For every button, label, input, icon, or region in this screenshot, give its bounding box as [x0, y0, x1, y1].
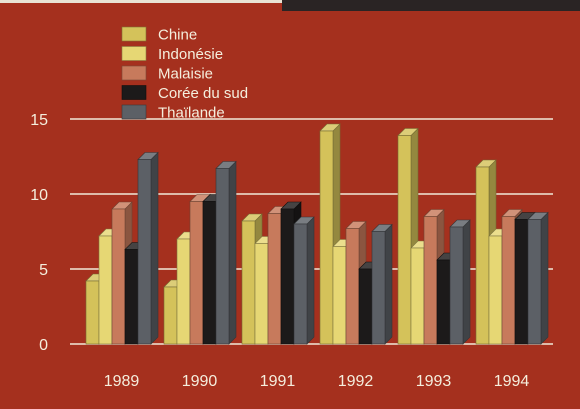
top-right-dark-band — [282, 0, 580, 11]
y-axis-ticks: 0 5 10 15 — [30, 112, 48, 354]
legend-swatch — [121, 26, 147, 42]
legend-label: Malaisie — [158, 66, 213, 83]
bar — [449, 219, 471, 345]
x-tick-label: 1994 — [494, 373, 530, 390]
x-tick-label: 1992 — [338, 373, 374, 390]
legend: Chine Indonésie Malaisie Corée du sud Thaïla… — [121, 26, 248, 122]
bar — [371, 223, 393, 345]
legend-label: Indonésie — [158, 46, 223, 63]
x-axis-ticks: 1989 1990 1991 1992 1993 1994 — [104, 373, 530, 390]
x-tick-label: 1990 — [182, 373, 218, 390]
bar — [293, 216, 315, 345]
legend-label: Chine — [158, 27, 197, 44]
bar — [137, 151, 159, 345]
y-tick-label: 10 — [30, 187, 48, 204]
y-tick-label: 5 — [39, 262, 48, 279]
legend-label: Corée du sud — [158, 85, 248, 102]
x-tick-label: 1991 — [260, 373, 296, 390]
x-tick-label: 1993 — [416, 373, 452, 390]
legend-swatch — [121, 46, 147, 61]
legend-swatch — [121, 65, 147, 81]
legend-swatch — [121, 85, 147, 100]
bar — [527, 211, 549, 345]
y-tick-label: 15 — [30, 112, 48, 129]
y-tick-label: 0 — [39, 337, 48, 354]
legend-swatch — [121, 104, 147, 120]
x-tick-label: 1989 — [104, 373, 140, 390]
bar — [215, 160, 237, 345]
top-light-strip — [0, 0, 282, 3]
legend-label: Thaïlande — [158, 105, 225, 122]
bars — [85, 123, 549, 345]
